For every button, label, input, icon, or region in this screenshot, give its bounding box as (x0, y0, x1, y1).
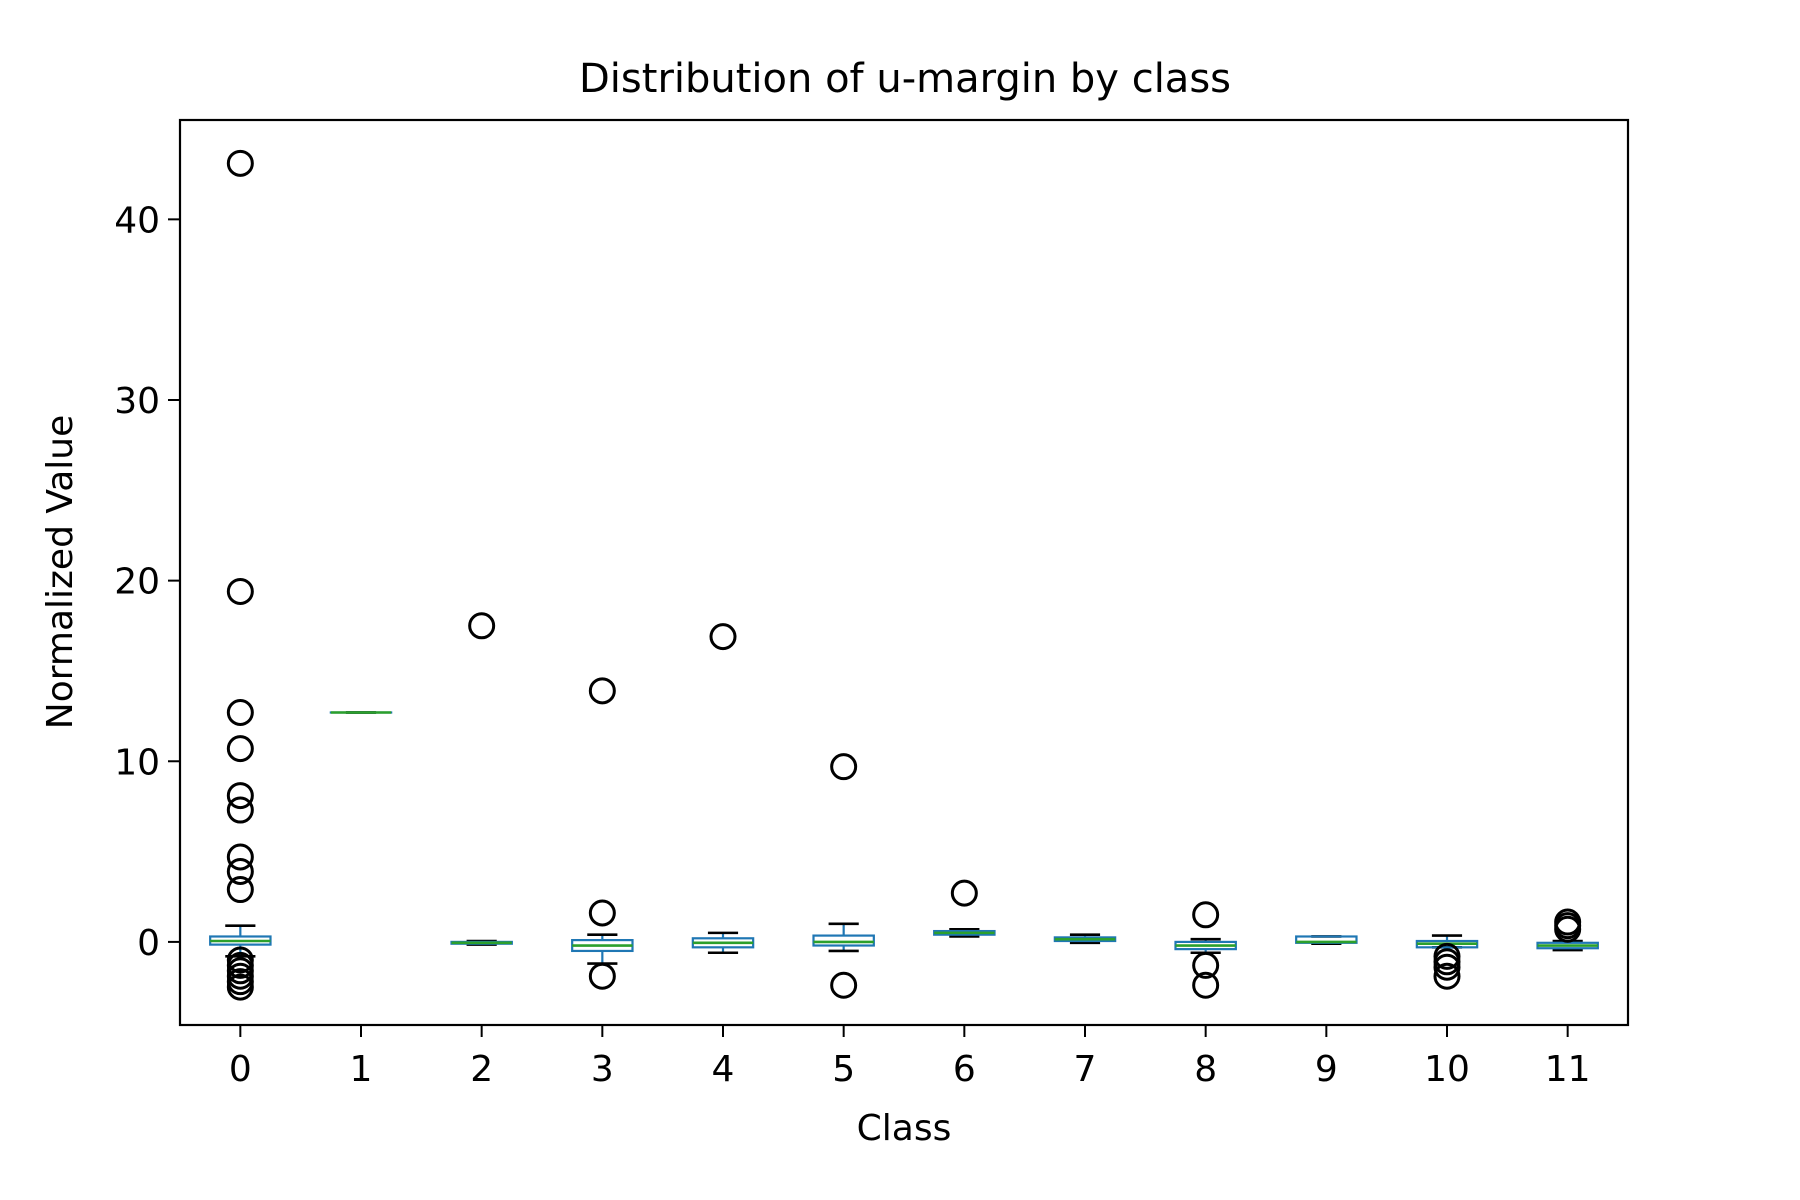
axes: 0 1 2 3 4 5 6 7 8 9 10 11 0 10 20 30 40 (114, 200, 1590, 1090)
x-tick-label: 4 (712, 1049, 735, 1090)
box-group-class-8 (1174, 901, 1237, 999)
y-tick-label: 10 (114, 742, 160, 783)
x-tick-label: 11 (1545, 1049, 1591, 1090)
outlier-point (226, 577, 254, 605)
chart-title: Distribution of u-margin by class (579, 56, 1231, 102)
outlier-point (588, 899, 616, 927)
x-tick-label: 2 (470, 1049, 493, 1090)
y-tick-label: 0 (137, 923, 160, 964)
plot-area (209, 149, 1599, 1001)
outlier-point (1433, 953, 1461, 981)
outlier-point (226, 796, 254, 824)
outlier-point (226, 782, 254, 810)
outlier-point (1554, 915, 1582, 943)
x-tick-label: 6 (953, 1049, 976, 1090)
outlier-point (588, 677, 616, 705)
outlier-point (830, 753, 858, 781)
box-group-class-3 (571, 677, 634, 990)
outlier-point (468, 612, 496, 640)
outlier-point (226, 876, 254, 904)
box-group-class-2 (450, 612, 513, 946)
x-tick-label: 9 (1315, 1049, 1338, 1090)
box-group-class-10 (1415, 934, 1479, 990)
outlier-point (830, 971, 858, 999)
y-axis-label: Normalized Value (40, 415, 81, 729)
outlier-point (1192, 951, 1220, 979)
x-tick-label: 1 (350, 1049, 373, 1090)
y-tick-label: 20 (114, 562, 160, 603)
x-tick-label: 7 (1074, 1049, 1097, 1090)
outlier-point (1192, 901, 1220, 929)
axes-frame (178, 118, 1630, 1027)
y-tick-label: 40 (114, 200, 160, 241)
box-group-class-6 (933, 879, 996, 938)
x-tick-label: 5 (832, 1049, 855, 1090)
box-iqr (812, 934, 875, 947)
x-tick-label: 0 (229, 1049, 252, 1090)
x-axis-label: Class (857, 1108, 952, 1149)
outlier-point (588, 962, 616, 990)
outlier-point (226, 698, 254, 726)
box-group-class-11 (1536, 908, 1599, 952)
outlier-point (226, 843, 254, 871)
outlier-point (1433, 962, 1461, 990)
outlier-point (950, 879, 978, 907)
outlier-point (226, 973, 254, 1001)
outlier-point (709, 623, 737, 651)
box-group-class-7 (1053, 933, 1117, 945)
box-group-class-9 (1295, 935, 1358, 946)
y-tick-label: 30 (114, 381, 160, 422)
box-group-class-4 (691, 623, 755, 955)
outlier-point (226, 149, 254, 177)
outlier-point (226, 857, 254, 885)
outlier-point (226, 735, 254, 763)
box-group-class-5 (812, 753, 875, 999)
outlier-point (1192, 971, 1220, 999)
box-group-class-0 (209, 149, 272, 1001)
x-tick-label: 8 (1194, 1049, 1217, 1090)
x-tick-label: 10 (1424, 1049, 1470, 1090)
x-tick-label: 3 (591, 1049, 614, 1090)
